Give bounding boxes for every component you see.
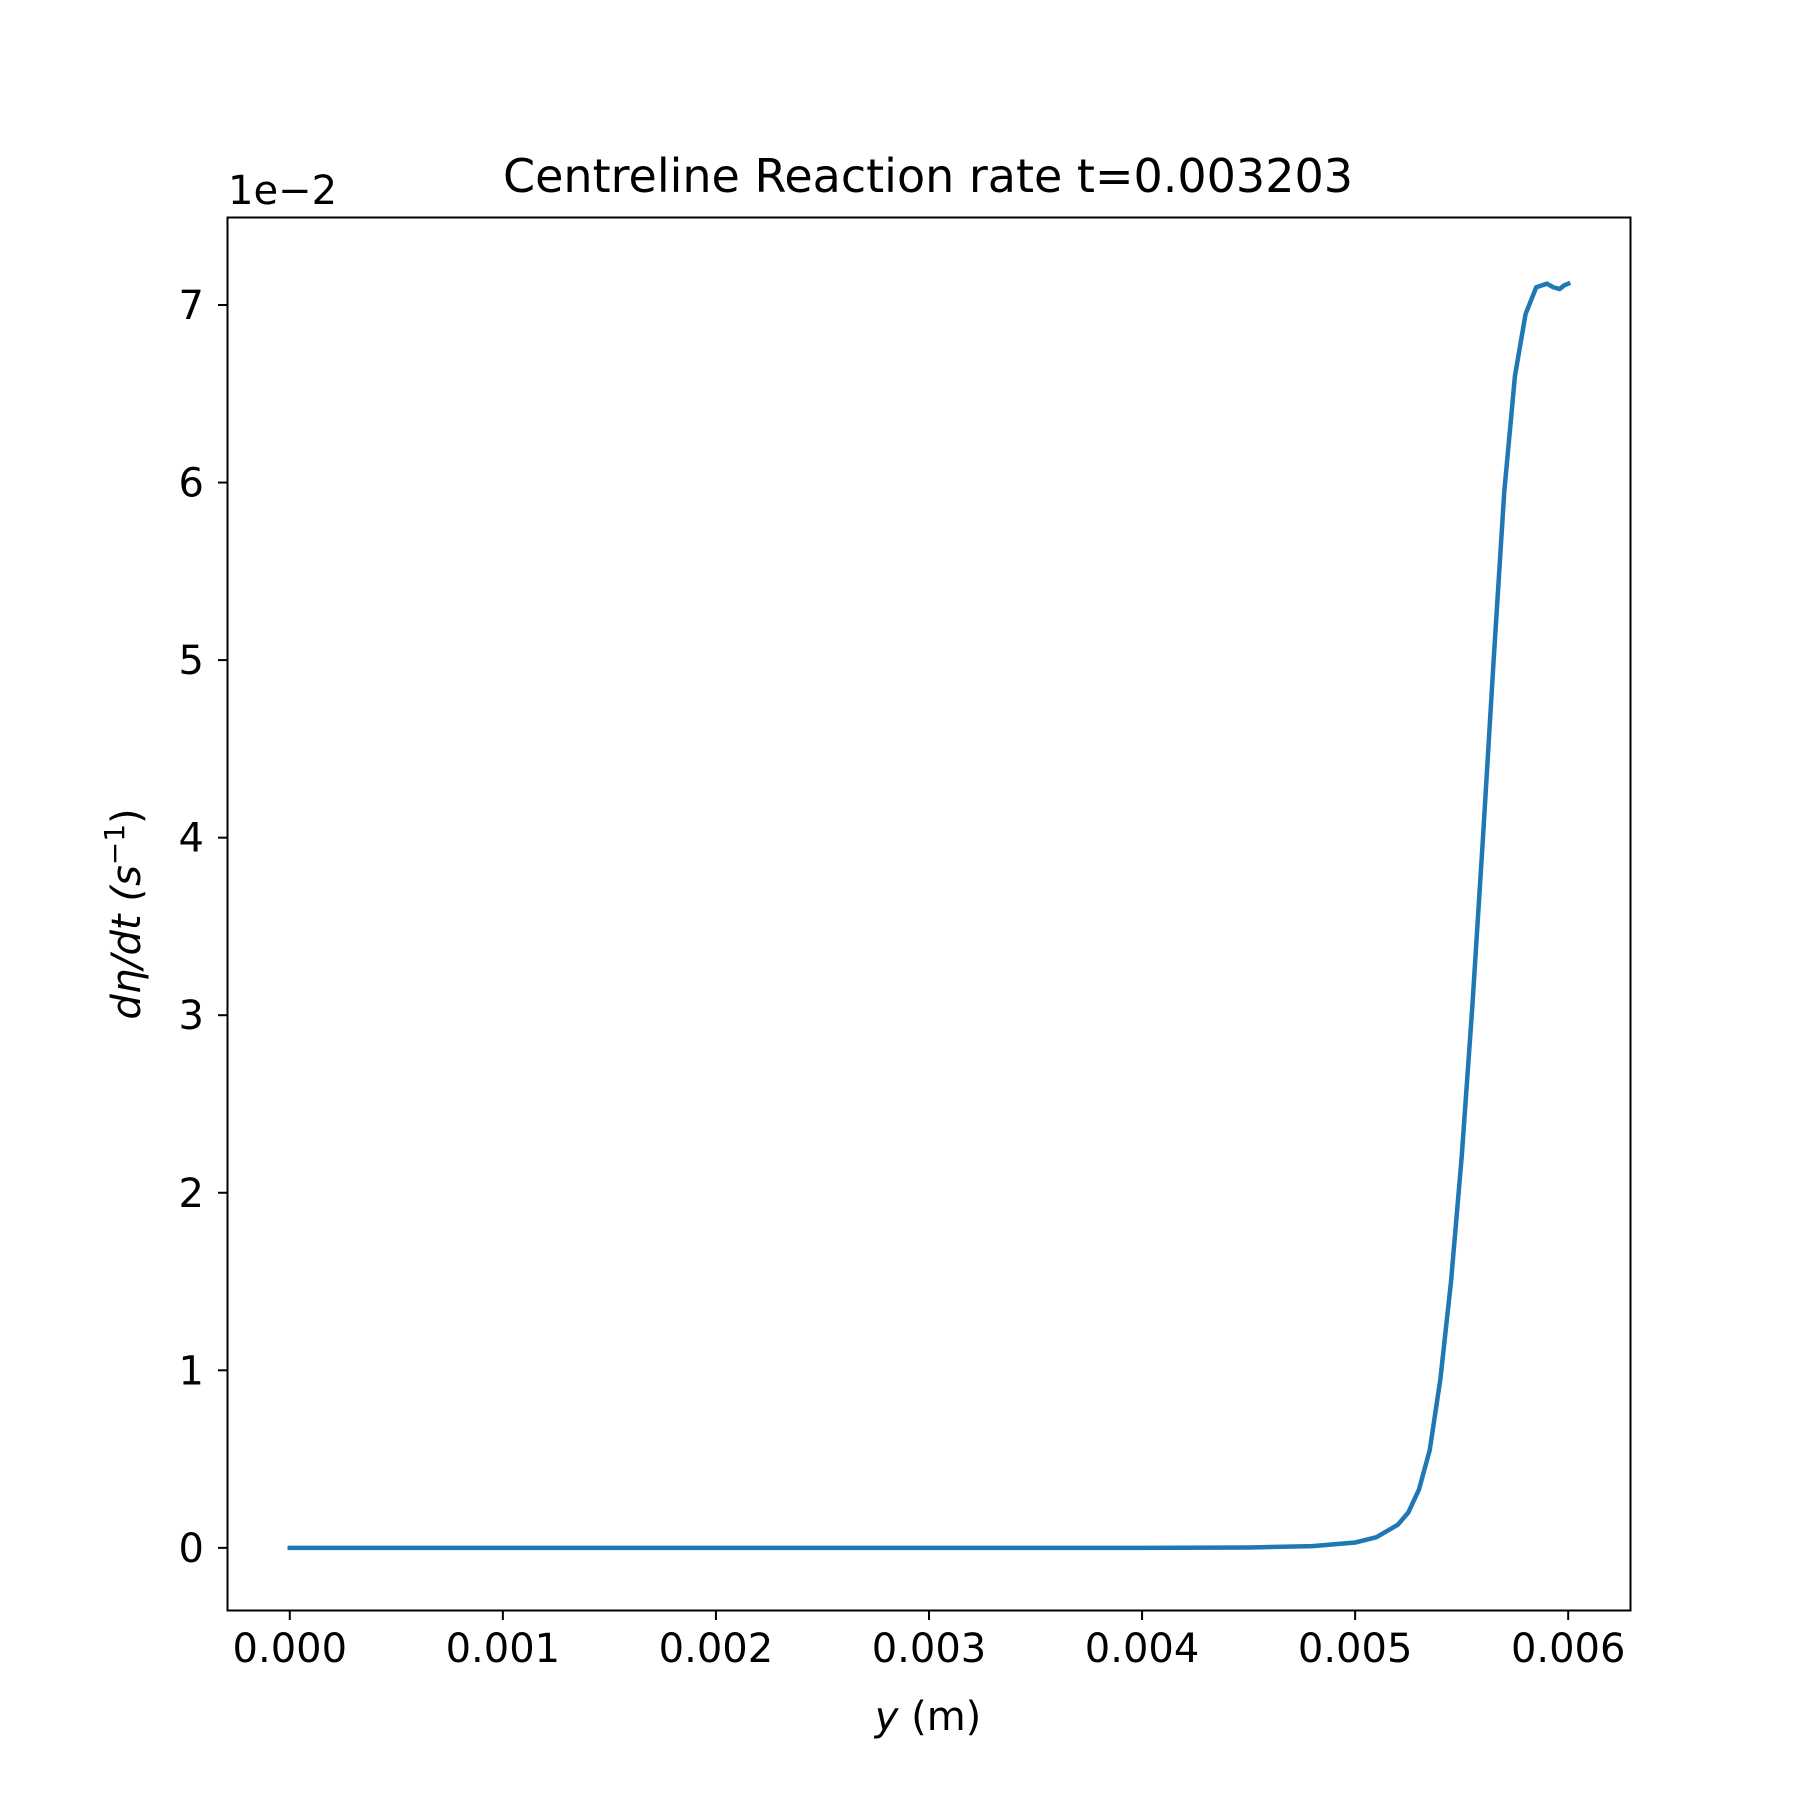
- y-tick-label: 4: [179, 816, 204, 862]
- x-tick-label: 0.000: [233, 1626, 348, 1672]
- x-axis-label-variable: y: [874, 1694, 900, 1740]
- x-tick-label: 0.001: [446, 1626, 561, 1672]
- y-axis-label-close: ): [104, 808, 150, 824]
- chart-title: Centreline Reaction rate t=0.003203: [503, 149, 1353, 203]
- series-line: [287, 280, 1572, 1551]
- y-axis-label-superscript: −1: [98, 824, 131, 865]
- x-tick-label: 0.005: [1298, 1626, 1413, 1672]
- x-axis-label-unit: (m): [898, 1694, 981, 1740]
- y-axis-label-main: dη/dt (s: [104, 865, 150, 1019]
- x-axis-label: y (m): [874, 1694, 982, 1740]
- y-tick-label: 2: [179, 1171, 204, 1217]
- y-tick-label: 1: [179, 1348, 204, 1394]
- x-tick-label: 0.004: [1085, 1626, 1200, 1672]
- y-tick-label: 7: [179, 283, 204, 329]
- plot-frame: [226, 216, 1632, 1612]
- series-layer: [287, 280, 1572, 1551]
- x-tick-group: 0.000 0.001 0.002 0.003 0.004 0.005 0.006: [233, 1610, 1626, 1672]
- y-offset-label: 1e−2: [228, 168, 337, 214]
- x-tick-label: 0.002: [659, 1626, 774, 1672]
- y-tick-group: 0 1 2 3 4 5 6 7: [179, 283, 228, 1572]
- y-axis-label: dη/dt (s−1): [98, 808, 150, 1019]
- y-tick-label: 5: [179, 638, 204, 684]
- y-tick-label: 6: [179, 461, 204, 507]
- y-tick-label: 3: [179, 993, 204, 1039]
- y-tick-label: 0: [179, 1526, 204, 1572]
- x-tick-label: 0.003: [872, 1626, 987, 1672]
- x-tick-label: 0.006: [1511, 1626, 1626, 1672]
